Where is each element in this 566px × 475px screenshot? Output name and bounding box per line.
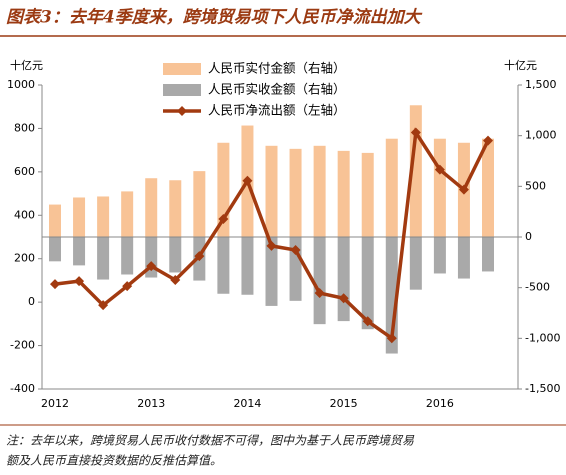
bar: [265, 237, 278, 306]
marker: [98, 300, 109, 311]
marker: [146, 261, 157, 272]
marker: [50, 279, 60, 290]
marker: [74, 276, 85, 287]
bar: [265, 145, 278, 237]
marker: [434, 164, 445, 175]
bar: [169, 180, 182, 237]
bar: [97, 237, 110, 280]
y2-tick-label: -1,000: [525, 331, 560, 344]
y2-tick-label: 1,500: [525, 78, 557, 91]
marker: [410, 127, 421, 138]
bar: [49, 237, 61, 262]
bar: [457, 237, 470, 279]
x-tick-label: 2015: [330, 397, 358, 410]
bar: [433, 237, 446, 274]
bar: [385, 138, 398, 237]
legend-swatch: [177, 106, 187, 116]
bar: [169, 237, 182, 273]
note: 注：去年以来，跨境贸易人民币收付数据不可得，图中为基于人民币跨境贸易: [6, 434, 415, 448]
marker: [242, 175, 253, 186]
y-tick-label: -400: [10, 382, 35, 395]
bar: [121, 191, 134, 237]
x-tick-label: 2016: [426, 397, 454, 410]
legend-swatch: [163, 63, 201, 75]
bar: [313, 145, 326, 237]
marker: [218, 213, 229, 224]
bar: [409, 237, 422, 290]
y-tick-label: 0: [28, 295, 35, 308]
bar: [337, 150, 350, 237]
y-tick-label: 200: [14, 252, 35, 265]
y2-tick-label: 0: [525, 230, 532, 243]
marker: [314, 288, 325, 299]
y-tick-label: 400: [14, 208, 35, 221]
note: 额及人民币直接投资数据的反推估算值。: [6, 454, 222, 468]
y2-tick-label: -1,500: [525, 382, 560, 395]
y-tick-label: 600: [14, 165, 35, 178]
bar: [361, 152, 374, 237]
bar: [482, 138, 494, 237]
marker: [362, 316, 373, 327]
bar: [73, 237, 86, 266]
bar: [49, 204, 61, 237]
marker: [458, 184, 469, 195]
bar: [433, 138, 446, 237]
bar: [73, 197, 86, 237]
legend-swatch: [163, 84, 201, 96]
bar: [361, 237, 374, 330]
bar: [313, 237, 326, 325]
bar: [193, 171, 206, 237]
x-tick-label: 2013: [137, 397, 165, 410]
bar: [145, 178, 158, 237]
legend-label: 人民币实付金额（右轴）: [208, 61, 346, 76]
y2-tick-label: -500: [525, 281, 550, 294]
legend-label: 人民币净流出额（左轴）: [208, 103, 346, 118]
chart-title: 图表3：去年4季度来，跨境贸易项下人民币净流出加大: [6, 8, 423, 28]
x-tick-label: 2012: [41, 397, 69, 410]
y-tick-label: 800: [14, 121, 35, 134]
bar: [482, 237, 494, 272]
bar: [289, 148, 302, 237]
marker: [338, 293, 349, 304]
marker: [194, 251, 205, 262]
bar: [121, 237, 134, 275]
y-axis-label: 十亿元: [10, 58, 43, 72]
y-tick-label: 1000: [7, 78, 35, 91]
x-tick-label: 2014: [233, 397, 261, 410]
bar: [337, 237, 350, 322]
y2-tick-label: 500: [525, 179, 546, 192]
marker: [290, 245, 301, 256]
marker: [386, 333, 397, 344]
marker: [266, 240, 277, 251]
marker: [122, 281, 133, 292]
bar: [97, 196, 110, 237]
y2-axis-label: 十亿元: [504, 58, 537, 72]
marker: [483, 135, 493, 146]
y2-tick-label: 1,000: [525, 129, 557, 142]
legend-label: 人民币实收金额（右轴）: [208, 82, 346, 97]
marker: [170, 274, 181, 285]
y-tick-label: -200: [10, 339, 35, 352]
bar: [241, 237, 254, 295]
bar: [217, 237, 230, 294]
